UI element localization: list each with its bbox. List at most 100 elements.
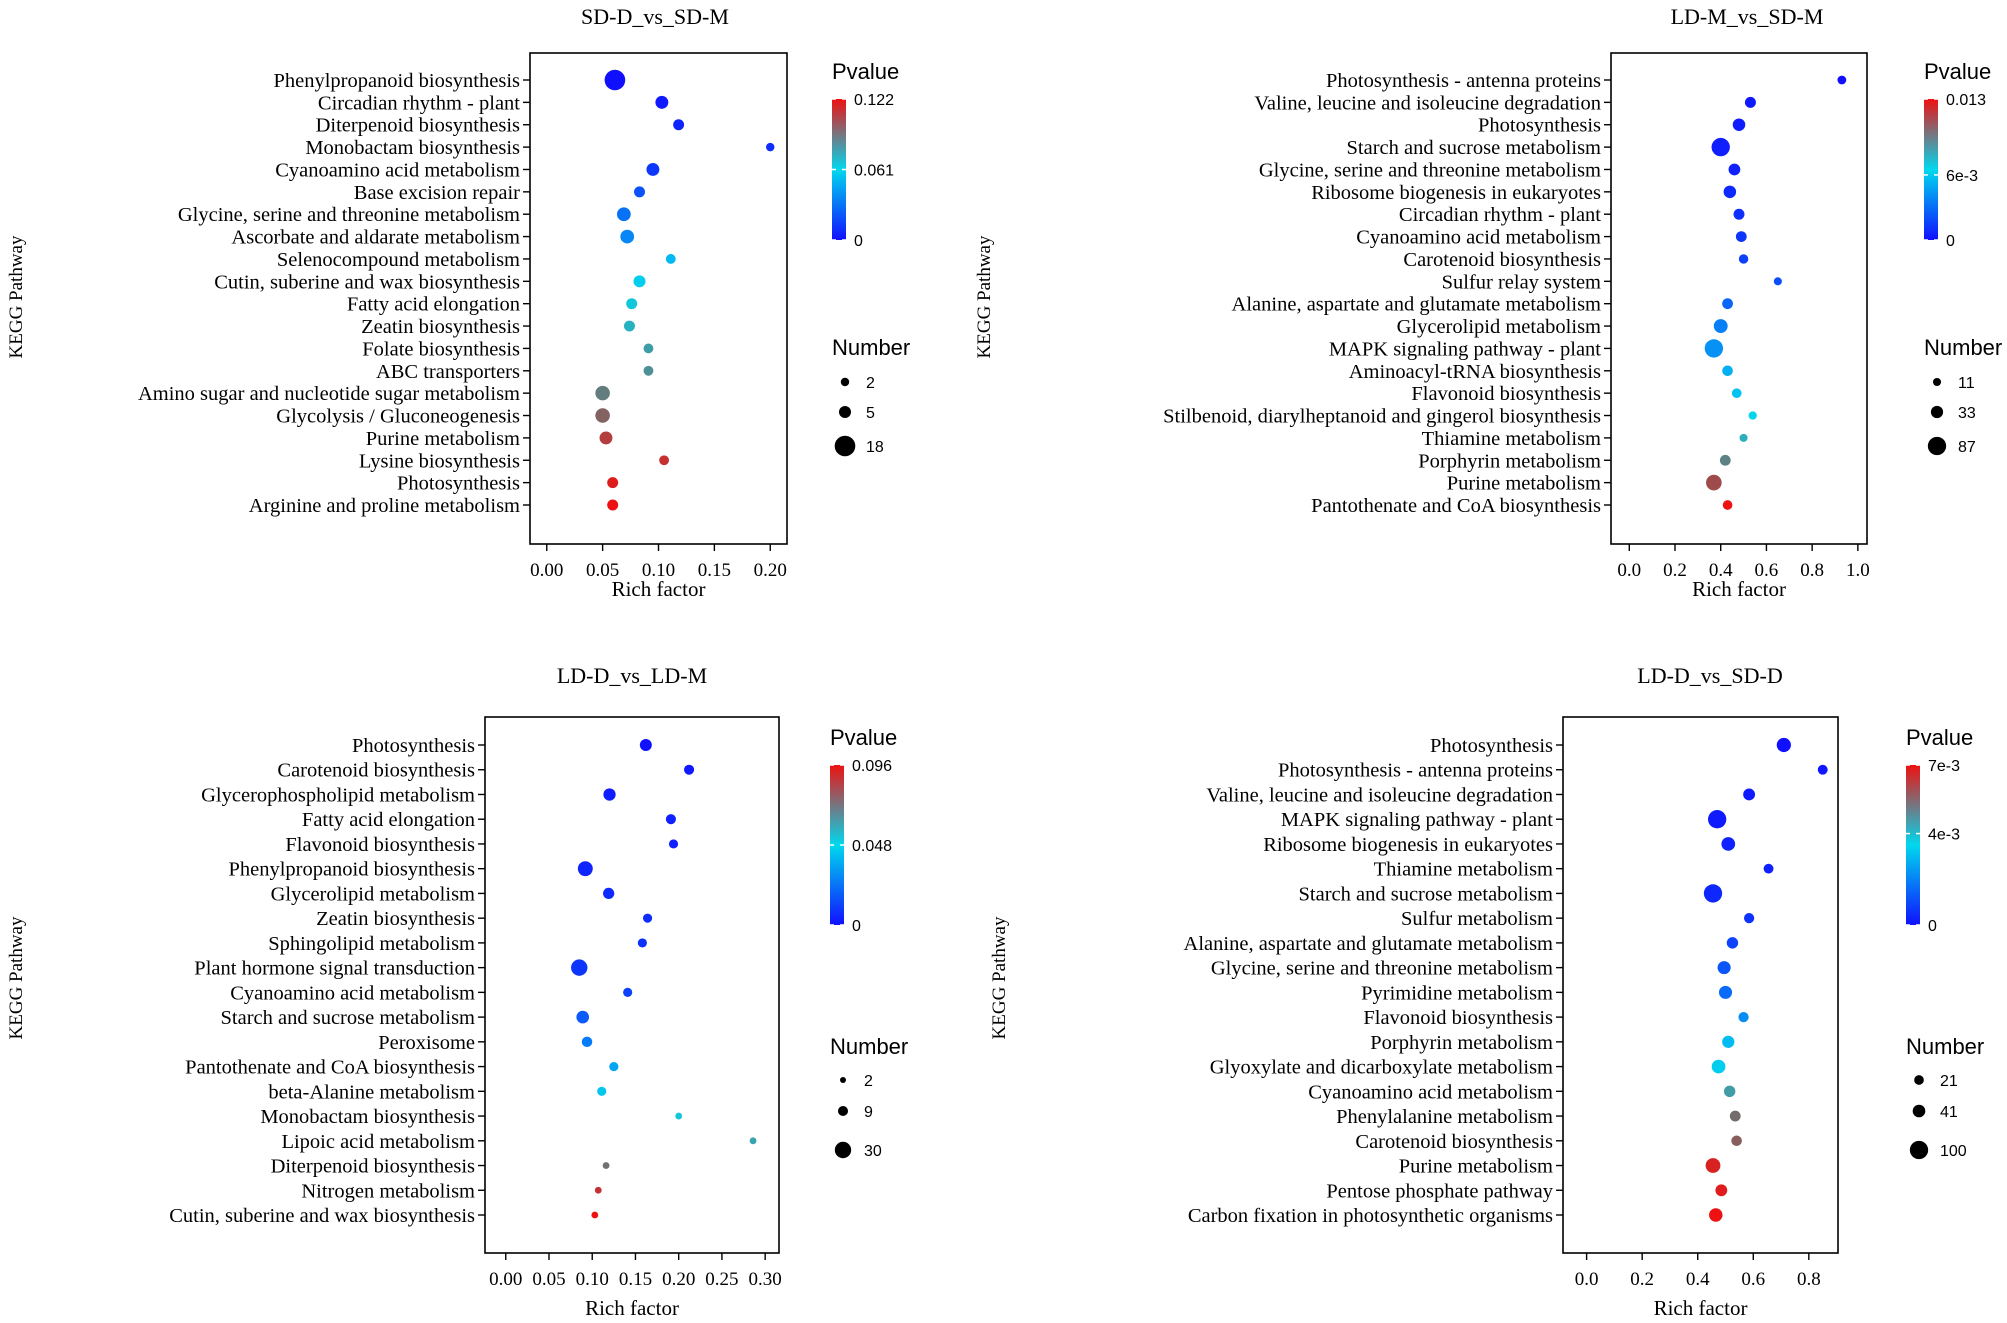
chart-panel-p2: LD-M_vs_SD-M Photosynthesis - antenna pro… xyxy=(974,4,2002,601)
data-point xyxy=(1723,1085,1736,1098)
y-tick-label: Flavonoid biosynthesis xyxy=(1363,1007,1553,1029)
y-tick-label: Plant hormone signal transduction xyxy=(194,958,475,980)
x-tick-label: 0.20 xyxy=(754,560,787,581)
colorbar-label: 0.048 xyxy=(852,838,892,855)
data-point xyxy=(1744,96,1756,108)
data-point xyxy=(1817,764,1828,775)
y-tick-label: Peroxisome xyxy=(378,1032,475,1054)
data-point xyxy=(1837,75,1847,85)
data-point xyxy=(1721,837,1736,851)
y-tick-label: Glycolysis / Gluconeogenesis xyxy=(276,406,520,428)
y-tick-label: Zeatin biosynthesis xyxy=(361,316,520,338)
y-tick-label: Phenylpropanoid biosynthesis xyxy=(273,70,520,92)
y-tick-label: Porphyrin metabolism xyxy=(1418,450,1601,472)
colorbar-label: 0.122 xyxy=(854,92,894,109)
y-tick-label: Purine metabolism xyxy=(366,428,520,450)
y-tick-label: Base excision repair xyxy=(354,182,520,204)
chart-panel-p4: LD-D_vs_SD-D Photosynthesis Photosynthesis… xyxy=(989,663,1984,1320)
data-point xyxy=(616,207,631,222)
chart-title: LD-D_vs_SD-D xyxy=(1637,663,1782,688)
y-tick-label: Cyanoamino acid metabolism xyxy=(275,159,520,181)
y-tick-label: Cyanoamino acid metabolism xyxy=(230,982,475,1004)
y-tick-label: Aminoacyl-tRNA biosynthesis xyxy=(1349,361,1601,383)
y-tick-label: Glycerophospholipid metabolism xyxy=(201,784,475,806)
y-tick-label: Sulfur relay system xyxy=(1442,271,1601,293)
y-tick-label: beta-Alanine metabolism xyxy=(268,1081,475,1103)
data-point xyxy=(1706,474,1722,491)
size-legend-marker xyxy=(1912,1104,1926,1118)
colorbar xyxy=(1924,99,1938,240)
colorbar-label: 6e-3 xyxy=(1946,168,1978,185)
y-tick-label: MAPK signaling pathway - plant xyxy=(1329,338,1601,360)
x-tick-label: 0.05 xyxy=(586,560,619,581)
x-tick-label: 0.30 xyxy=(749,1269,782,1290)
size-legend-label: 9 xyxy=(864,1104,873,1121)
data-point xyxy=(1722,298,1733,310)
y-tick-label: Purine metabolism xyxy=(1447,473,1601,495)
y-tick-label: Glycine, serine and threonine metabolism xyxy=(178,204,520,226)
data-point xyxy=(1713,319,1728,333)
chart-panel-p3: LD-D_vs_LD-M Photosynthesis Carotenoid bio… xyxy=(6,663,908,1320)
data-point xyxy=(626,298,638,310)
data-point xyxy=(1715,1184,1728,1197)
y-tick-label: Amino sugar and nucleotide sugar metabol… xyxy=(138,383,520,405)
y-tick-label: Carbon fixation in photosynthetic organi… xyxy=(1188,1205,1553,1227)
data-point xyxy=(604,69,626,91)
y-axis-label: KEGG Pathway xyxy=(6,235,27,358)
y-tick-label: Photosynthesis xyxy=(1430,735,1553,757)
colorbar-label: 0 xyxy=(852,918,861,935)
y-axis-label: KEGG Pathway xyxy=(974,235,995,358)
size-legend-label: 2 xyxy=(866,375,875,392)
data-point xyxy=(1733,208,1745,220)
size-legend-marker xyxy=(840,377,850,387)
colorbar-label: 0 xyxy=(854,233,863,250)
size-legend-marker xyxy=(839,1076,847,1084)
data-point xyxy=(1723,185,1737,199)
size-legend-label: 41 xyxy=(1940,1104,1958,1121)
size-legend-marker xyxy=(1927,436,1947,456)
y-tick-label: Photosynthesis xyxy=(352,735,475,757)
chart-title: LD-M_vs_SD-M xyxy=(1671,4,1824,29)
colorbar-label: 4e-3 xyxy=(1928,827,1960,844)
data-point xyxy=(602,1162,610,1169)
y-tick-label: Glycine, serine and threonine metabolism xyxy=(1259,159,1601,181)
data-point xyxy=(1743,788,1756,801)
size-legend-label: 5 xyxy=(866,405,875,422)
size-legend-label: 11 xyxy=(1958,375,1975,392)
y-tick-label: Glyoxylate and dicarboxylate metabolism xyxy=(1210,1057,1553,1079)
y-tick-label: Pentose phosphate pathway xyxy=(1326,1180,1553,1202)
size-legend-title: Number xyxy=(1906,1034,1984,1059)
plot-frame xyxy=(1562,716,1839,1254)
size-legend-marker xyxy=(837,1105,849,1117)
size-legend-label: 33 xyxy=(1958,405,1976,422)
x-axis-label: Rich factor xyxy=(612,577,706,601)
y-tick-label: Porphyrin metabolism xyxy=(1370,1032,1553,1054)
colorbar xyxy=(1906,765,1920,925)
x-tick-label: 0.6 xyxy=(1741,1269,1765,1290)
data-point xyxy=(633,275,646,288)
data-point xyxy=(643,365,654,376)
y-tick-label: Starch and sucrose metabolism xyxy=(1347,137,1602,159)
y-tick-label: Thiamine metabolism xyxy=(1374,859,1553,881)
y-tick-label: Cutin, suberine and wax biosynthesis xyxy=(214,271,520,293)
y-tick-label: Alanine, aspartate and glutamate metabol… xyxy=(1232,294,1601,316)
y-tick-label: Circadian rhythm - plant xyxy=(318,92,520,114)
data-point xyxy=(639,739,652,751)
x-axis-label: Rich factor xyxy=(585,1296,679,1320)
data-point xyxy=(1744,913,1755,924)
y-tick-label: Photosynthesis - antenna proteins xyxy=(1326,70,1601,92)
x-tick-label: 0.2 xyxy=(1630,1269,1654,1290)
x-tick-label: 0.25 xyxy=(705,1269,738,1290)
data-point xyxy=(577,861,593,877)
x-tick-label: 0.15 xyxy=(619,1269,652,1290)
colorbar-label: 0.013 xyxy=(1946,92,1986,109)
y-tick-label: Fatty acid elongation xyxy=(302,809,475,831)
y-tick-label: Phenylpropanoid biosynthesis xyxy=(228,859,475,881)
size-legend-label: 21 xyxy=(1940,1073,1958,1090)
data-point xyxy=(668,839,679,849)
size-legend-marker xyxy=(834,1141,852,1159)
data-point xyxy=(665,254,676,264)
x-tick-label: 0.4 xyxy=(1686,1269,1710,1290)
data-point xyxy=(665,814,676,825)
